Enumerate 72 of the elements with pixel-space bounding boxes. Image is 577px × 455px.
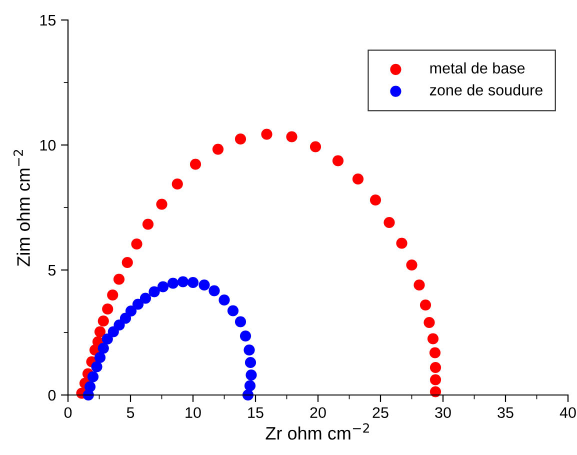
point (187, 276, 199, 288)
point (102, 303, 114, 315)
point (107, 289, 118, 301)
point (261, 128, 272, 140)
point (84, 381, 96, 392)
y-tick-label: 0 (48, 390, 56, 401)
point (142, 218, 154, 230)
point (240, 330, 252, 342)
point (98, 315, 109, 327)
point (370, 194, 382, 206)
x-tick-label: 40 (560, 407, 576, 418)
point (148, 286, 160, 298)
point (91, 361, 102, 372)
point (113, 274, 125, 285)
y-tick-label: 5 (48, 265, 56, 276)
point (94, 326, 106, 338)
point (227, 305, 239, 316)
point (430, 374, 442, 386)
point (244, 344, 255, 356)
point (177, 276, 189, 288)
x-axis-title: Zr ohm cm$^{−2}$ (266, 423, 369, 440)
point (234, 133, 246, 145)
point (286, 131, 298, 142)
point (352, 173, 364, 185)
x-tick-label: 25 (372, 407, 388, 418)
point (87, 371, 99, 382)
legend-label: zone de soudure (430, 84, 542, 96)
point (420, 299, 432, 311)
point (122, 256, 133, 268)
point (244, 380, 256, 392)
point (114, 319, 125, 331)
point (131, 238, 142, 250)
point (244, 356, 256, 368)
point (430, 362, 442, 374)
point (102, 333, 113, 345)
point (120, 312, 132, 324)
point (198, 279, 210, 291)
point (98, 342, 109, 354)
point (156, 198, 168, 210)
point (406, 259, 418, 271)
x-tick-label: 15 (248, 407, 264, 418)
point (310, 141, 322, 152)
point (125, 305, 137, 317)
point (246, 369, 257, 381)
point (384, 216, 395, 228)
point (414, 279, 425, 291)
point (212, 144, 224, 155)
point (218, 294, 230, 306)
y-tick-label: 10 (40, 140, 56, 151)
point (140, 292, 152, 304)
point (396, 238, 408, 249)
x-tick-label: 5 (126, 407, 134, 418)
x-tick-label: 0 (64, 407, 72, 418)
point (429, 347, 441, 358)
x-tick-label: 30 (435, 407, 451, 418)
point (427, 333, 439, 344)
point (190, 158, 202, 170)
legend-label: metal de base (430, 62, 525, 74)
point (332, 155, 344, 166)
x-tick-label: 35 (498, 407, 514, 418)
point (234, 316, 246, 328)
x-tick-label: 20 (310, 407, 326, 418)
point (157, 281, 169, 292)
point (132, 298, 144, 310)
point (94, 352, 106, 364)
x-tick-label: 10 (186, 407, 201, 418)
point (424, 316, 435, 328)
point (172, 178, 183, 190)
point (208, 285, 220, 296)
point (167, 278, 179, 289)
y-tick-label: 15 (40, 15, 56, 26)
y-axis-title: Zim ohm cm$^{−2}$ (13, 150, 30, 266)
